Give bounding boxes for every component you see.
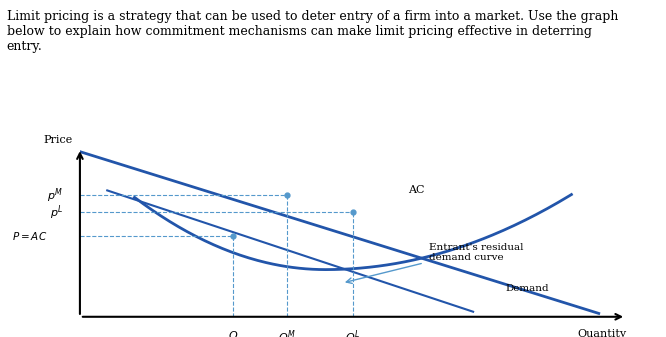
Text: $p^M$: $p^M$ [47, 186, 63, 205]
Text: $Q^L$: $Q^L$ [345, 329, 361, 337]
Text: $p^L$: $p^L$ [50, 203, 63, 222]
Text: Quantity: Quantity [577, 329, 626, 337]
Text: Entrant's residual
demand curve: Entrant's residual demand curve [430, 243, 524, 263]
Text: Price: Price [43, 135, 73, 145]
Text: $Q$: $Q$ [228, 329, 238, 337]
Text: AC: AC [408, 185, 424, 195]
Text: Limit pricing is a strategy that can be used to deter entry of a firm into a mar: Limit pricing is a strategy that can be … [7, 10, 618, 53]
Text: $Q^M$: $Q^M$ [278, 329, 296, 337]
Text: $P = AC$: $P = AC$ [12, 230, 47, 242]
Text: Demand: Demand [506, 284, 549, 293]
